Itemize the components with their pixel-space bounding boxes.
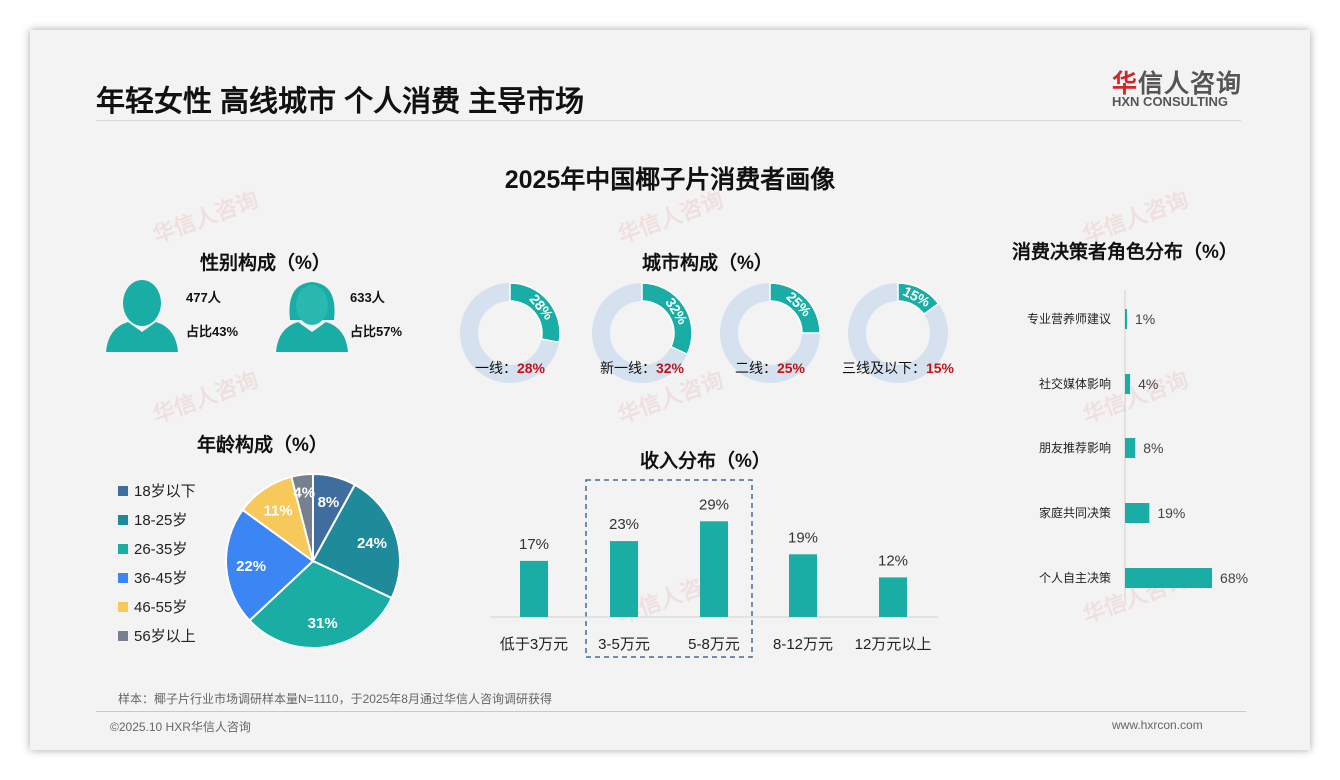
divider [96, 120, 1241, 121]
bar-value-label: 1% [1135, 311, 1155, 327]
decision-bar [1125, 568, 1213, 588]
income-bar [610, 541, 638, 617]
legend-label: 56岁以上 [134, 628, 196, 645]
footer-divider [96, 711, 1246, 712]
y-tick-label: 家庭共同决策 [1039, 505, 1111, 520]
city-value: 15% [925, 360, 955, 376]
legend-item: 26-35岁 [118, 534, 196, 563]
y-tick-label: 专业营养师建议 [1027, 311, 1111, 326]
city-value: 25% [776, 360, 806, 376]
x-tick-label: 3-5万元 [598, 636, 650, 653]
pie-label: 11% [264, 503, 293, 520]
legend-label: 36-45岁 [134, 570, 188, 587]
donut-segment [641, 282, 693, 356]
legend-swatch [118, 514, 128, 525]
pie-slice [225, 508, 315, 622]
city-label: 二线：25% [690, 358, 850, 378]
x-tick-label: 低于3万元 [500, 636, 568, 653]
x-tick-label: 8-12万元 [773, 636, 833, 653]
legend-swatch [118, 630, 128, 641]
city-value: 32% [655, 360, 685, 376]
x-tick-label: 12万元以上 [855, 636, 932, 653]
bar-value-label: 29% [699, 496, 729, 513]
bar-value-label: 17% [519, 536, 549, 553]
legend-swatch [118, 601, 128, 612]
slide [30, 30, 1310, 750]
pie-label: 8% [318, 494, 340, 511]
slide-title: 年轻女性 高线城市 个人消费 主导市场 [96, 86, 585, 118]
donut-segment [769, 282, 821, 334]
legend-label: 18岁以下 [134, 483, 196, 500]
decision-bar [1125, 374, 1131, 394]
bar-value-label: 12% [878, 552, 908, 569]
bar-value-label: 4% [1138, 376, 1158, 392]
bar-value-label: 19% [788, 529, 818, 546]
pie-slice [311, 483, 401, 600]
city-value: 28% [516, 360, 546, 376]
city-title: 城市构成（%） [642, 253, 773, 274]
decision-title: 消费决策者角色分布（%） [1012, 242, 1238, 263]
website-link[interactable]: www.hxrcon.com [1112, 718, 1203, 732]
legend-label: 26-35岁 [134, 541, 188, 558]
bar-value-label: 8% [1143, 440, 1163, 456]
female-share: 占比57% [350, 324, 403, 339]
bar-value-label: 19% [1157, 505, 1185, 521]
legend-item: 36-45岁 [118, 563, 196, 592]
city-name: 二线： [734, 360, 777, 376]
female-count: 633人 [350, 290, 385, 305]
income-bar [789, 554, 817, 617]
y-tick-label: 朋友推荐影响 [1039, 440, 1111, 455]
legend-swatch [118, 543, 128, 554]
donut-segment [897, 282, 940, 316]
gender-title: 性别构成（%） [200, 253, 331, 274]
age-title: 年龄构成（%） [197, 435, 328, 456]
pie-label: 4% [293, 485, 315, 502]
pie-slice [290, 472, 314, 562]
male-share: 占比43% [186, 324, 239, 339]
legend-label: 46-55岁 [134, 599, 188, 616]
city-label: 一线：28% [430, 358, 590, 378]
income-title: 收入分布（%） [640, 451, 771, 472]
city-name: 一线： [474, 360, 517, 376]
logo: 华信人咨询 [1112, 64, 1242, 100]
pie-label: 22% [236, 558, 266, 575]
x-tick-label: 5-8万元 [688, 636, 740, 653]
city-name: 新一线： [599, 360, 656, 376]
decision-bar [1125, 503, 1150, 523]
logo-mark: 华 [1112, 70, 1139, 98]
legend-label: 18-25岁 [134, 512, 188, 529]
pie-label: 31% [308, 615, 338, 632]
income-bar [520, 560, 548, 617]
legend-swatch [118, 572, 128, 583]
copyright: ©2025.10 HXR华信人咨询 [110, 720, 251, 734]
sample-note: 样本：椰子片行业市场调研样本量N=1110，于2025年8月通过华信人咨询调研获… [118, 692, 552, 706]
city-label: 新一线：32% [562, 358, 722, 378]
y-tick-label: 个人自主决策 [1039, 571, 1111, 585]
pie-slice [248, 559, 394, 649]
legend-item: 18-25岁 [118, 505, 196, 534]
donut-segment [509, 282, 561, 344]
income-bar [700, 521, 728, 617]
decision-bar [1125, 309, 1127, 329]
logo-en: HXN CONSULTING [1112, 94, 1229, 109]
bar-value-label: 68% [1220, 570, 1248, 586]
legend-item: 46-55岁 [118, 592, 196, 621]
bar-value-label: 23% [609, 516, 639, 533]
y-tick-label: 社交媒体影响 [1039, 376, 1111, 391]
city-label: 三线及以下：15% [818, 358, 978, 378]
male-count: 477人 [186, 290, 221, 305]
legend-item: 18岁以下 [118, 476, 196, 505]
legend-item: 56岁以上 [118, 621, 196, 650]
logo-text: 信人咨询 [1138, 70, 1243, 98]
legend-swatch [118, 485, 128, 496]
highlight-box [585, 479, 753, 658]
main-title: 2025年中国椰子片消费者画像 [504, 166, 836, 194]
pie-label: 24% [357, 535, 387, 552]
city-name: 三线及以下： [841, 360, 926, 376]
income-bar [879, 577, 907, 617]
decision-bar [1125, 438, 1136, 458]
